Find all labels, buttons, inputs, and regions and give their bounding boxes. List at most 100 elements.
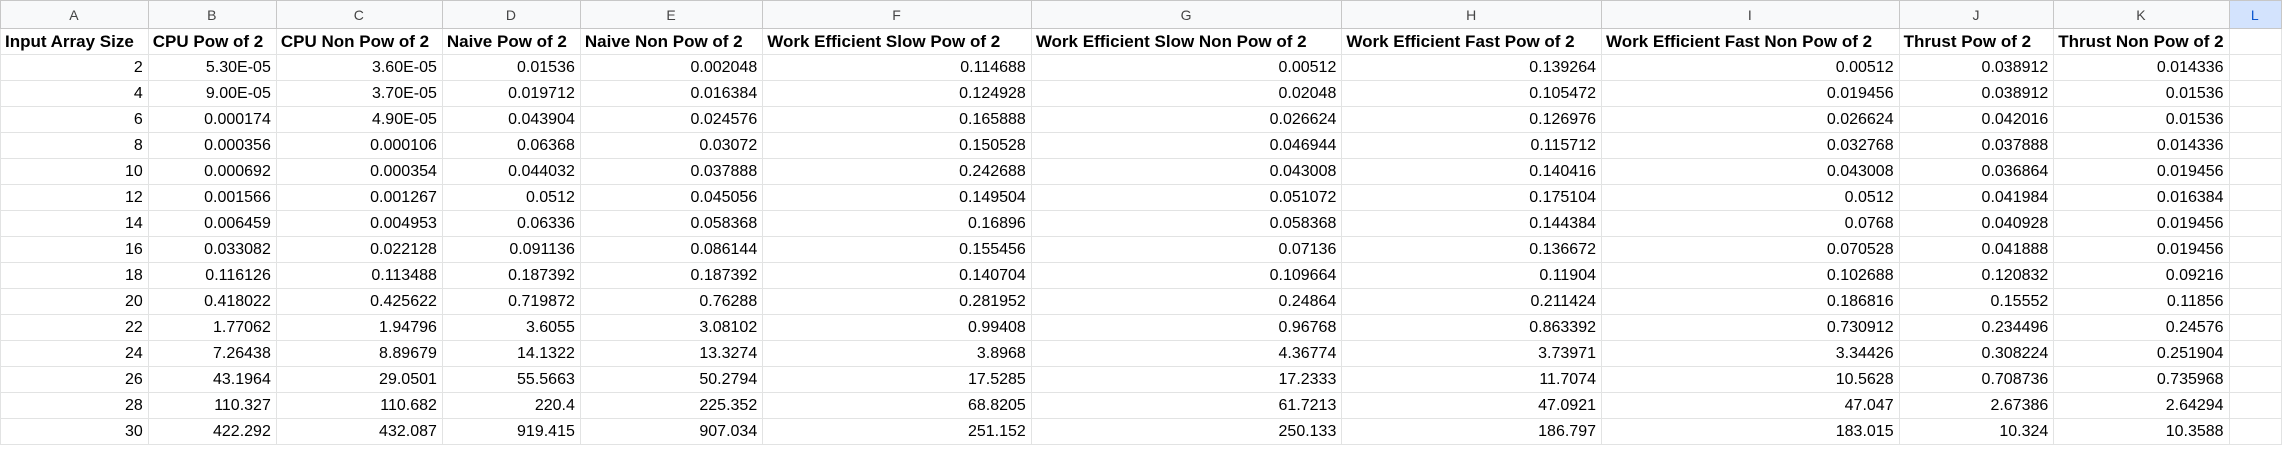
header-cell[interactable]: CPU Pow of 2	[147, 28, 277, 55]
table-cell[interactable]: 20	[0, 288, 149, 315]
table-cell[interactable]: 0.418022	[147, 288, 277, 315]
header-cell[interactable]: Thrust Pow of 2	[1898, 28, 2055, 55]
table-cell[interactable]	[2228, 158, 2282, 185]
table-cell[interactable]: 0.708736	[1898, 366, 2055, 393]
table-cell[interactable]: 0.242688	[762, 158, 1032, 185]
table-cell[interactable]: 0.120832	[1898, 262, 2055, 289]
table-cell[interactable]: 0.15552	[1898, 288, 2055, 315]
table-cell[interactable]: 3.73971	[1341, 340, 1602, 367]
header-cell[interactable]: Naive Pow of 2	[441, 28, 581, 55]
table-cell[interactable]: 68.8205	[762, 392, 1032, 419]
table-cell[interactable]	[2228, 418, 2282, 445]
table-cell[interactable]: 0.06368	[441, 132, 581, 159]
table-cell[interactable]: 0.102688	[1601, 262, 1900, 289]
table-cell[interactable]: 11.7074	[1341, 366, 1602, 393]
table-cell[interactable]: 0.01536	[2053, 80, 2230, 107]
table-cell[interactable]: 0.000354	[275, 158, 443, 185]
table-cell[interactable]: 0.140416	[1341, 158, 1602, 185]
table-cell[interactable]: 110.327	[147, 392, 277, 419]
table-cell[interactable]	[2228, 210, 2282, 237]
table-cell[interactable]	[2228, 184, 2282, 211]
table-cell[interactable]: 30	[0, 418, 149, 445]
table-cell[interactable]: 0.033082	[147, 236, 277, 263]
table-cell[interactable]: 0.719872	[441, 288, 581, 315]
table-cell[interactable]: 0.000356	[147, 132, 277, 159]
table-cell[interactable]: 0.186816	[1601, 288, 1900, 315]
table-cell[interactable]: 0.155456	[762, 236, 1032, 263]
table-cell[interactable]: 0.116126	[147, 262, 277, 289]
table-cell[interactable]: 0.000174	[147, 106, 277, 133]
table-cell[interactable]: 0.09216	[2053, 262, 2230, 289]
table-cell[interactable]: 0.24864	[1030, 288, 1343, 315]
table-cell[interactable]: 0.99408	[762, 314, 1032, 341]
column-header-b[interactable]: B	[147, 0, 277, 29]
table-cell[interactable]: 1.94796	[275, 314, 443, 341]
header-cell[interactable]: Input Array Size	[0, 28, 149, 55]
table-cell[interactable]: 0.76288	[579, 288, 764, 315]
table-cell[interactable]: 907.034	[579, 418, 764, 445]
table-cell[interactable]: 55.5663	[441, 366, 581, 393]
table-cell[interactable]: 0.004953	[275, 210, 443, 237]
table-cell[interactable]: 18	[0, 262, 149, 289]
table-cell[interactable]: 0.01536	[2053, 106, 2230, 133]
table-cell[interactable]: 0.043904	[441, 106, 581, 133]
table-cell[interactable]: 0.045056	[579, 184, 764, 211]
table-cell[interactable]: 0.0768	[1601, 210, 1900, 237]
table-cell[interactable]: 0.037888	[579, 158, 764, 185]
table-cell[interactable]: 0.014336	[2053, 132, 2230, 159]
table-cell[interactable]: 0.124928	[762, 80, 1032, 107]
table-cell[interactable]: 0.019712	[441, 80, 581, 107]
table-cell[interactable]: 0.086144	[579, 236, 764, 263]
table-cell[interactable]: 43.1964	[147, 366, 277, 393]
table-cell[interactable]: 0.234496	[1898, 314, 2055, 341]
table-cell[interactable]: 0.006459	[147, 210, 277, 237]
table-cell[interactable]: 22	[0, 314, 149, 341]
table-cell[interactable]: 0.24576	[2053, 314, 2230, 341]
table-cell[interactable]: 10.3588	[2053, 418, 2230, 445]
table-cell[interactable]: 422.292	[147, 418, 277, 445]
table-cell[interactable]: 0.001566	[147, 184, 277, 211]
table-cell[interactable]: 0.136672	[1341, 236, 1602, 263]
table-cell[interactable]: 0.038912	[1898, 80, 2055, 107]
table-cell[interactable]: 3.6055	[441, 314, 581, 341]
table-cell[interactable]	[2228, 80, 2282, 107]
table-cell[interactable]: 3.08102	[579, 314, 764, 341]
table-cell[interactable]: 47.047	[1601, 392, 1900, 419]
table-cell[interactable]: 0.043008	[1601, 158, 1900, 185]
table-cell[interactable]: 0.019456	[1601, 80, 1900, 107]
table-cell[interactable]: 0.000692	[147, 158, 277, 185]
table-cell[interactable]	[2228, 392, 2282, 419]
table-cell[interactable]: 0.863392	[1341, 314, 1602, 341]
table-cell[interactable]: 0.115712	[1341, 132, 1602, 159]
table-cell[interactable]: 10	[0, 158, 149, 185]
table-cell[interactable]: 0.026624	[1601, 106, 1900, 133]
table-cell[interactable]: 0.024576	[579, 106, 764, 133]
table-cell[interactable]: 4.36774	[1030, 340, 1343, 367]
table-cell[interactable]: 0.026624	[1030, 106, 1343, 133]
table-cell[interactable]: 0.02048	[1030, 80, 1343, 107]
table-cell[interactable]	[2228, 132, 2282, 159]
table-cell[interactable]: 3.34426	[1601, 340, 1900, 367]
table-cell[interactable]: 251.152	[762, 418, 1032, 445]
table-cell[interactable]: 0.01536	[441, 54, 581, 81]
table-cell[interactable]: 0.043008	[1030, 158, 1343, 185]
table-cell[interactable]	[2228, 314, 2282, 341]
table-cell[interactable]: 0.16896	[762, 210, 1032, 237]
table-cell[interactable]: 0.041984	[1898, 184, 2055, 211]
header-cell[interactable]: Naive Non Pow of 2	[579, 28, 764, 55]
table-cell[interactable]: 0.11856	[2053, 288, 2230, 315]
table-cell[interactable]: 14.1322	[441, 340, 581, 367]
table-cell[interactable]: 0.044032	[441, 158, 581, 185]
table-cell[interactable]: 3.60E-05	[275, 54, 443, 81]
table-cell[interactable]	[2228, 236, 2282, 263]
table-cell[interactable]: 9.00E-05	[147, 80, 277, 107]
header-cell[interactable]	[2228, 28, 2282, 55]
header-cell[interactable]: Thrust Non Pow of 2	[2053, 28, 2230, 55]
table-cell[interactable]: 0.113488	[275, 262, 443, 289]
table-cell[interactable]: 5.30E-05	[147, 54, 277, 81]
table-cell[interactable]: 0.091136	[441, 236, 581, 263]
column-header-j[interactable]: J	[1898, 0, 2055, 29]
table-cell[interactable]: 17.2333	[1030, 366, 1343, 393]
table-cell[interactable]: 4.90E-05	[275, 106, 443, 133]
table-cell[interactable]: 0.032768	[1601, 132, 1900, 159]
